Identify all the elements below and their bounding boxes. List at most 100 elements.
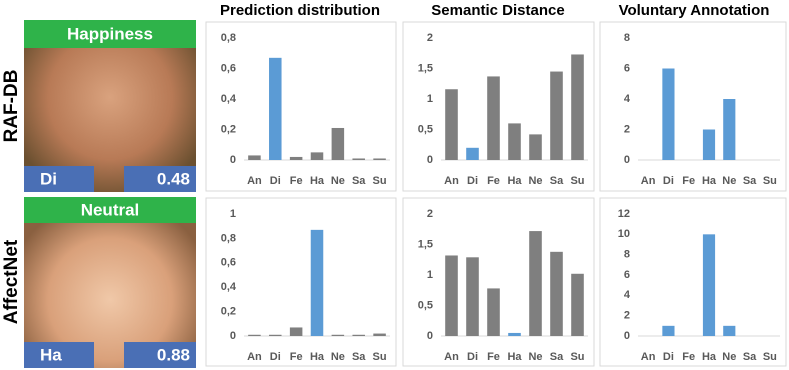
x-tick-label: Ne	[528, 351, 542, 363]
score-box	[124, 166, 196, 192]
bar	[508, 123, 521, 160]
x-tick-label: Ha	[310, 175, 325, 187]
bar	[550, 251, 563, 336]
bar	[248, 155, 261, 160]
x-tick-label: Ne	[722, 351, 736, 363]
bar	[529, 231, 542, 336]
bar	[702, 129, 716, 160]
x-tick-label: Fe	[290, 175, 303, 187]
x-tick-label: Fe	[487, 175, 500, 187]
bar	[269, 57, 282, 161]
y-tick-label: 1,5	[418, 62, 433, 74]
predicted-label: Ha	[40, 345, 62, 364]
y-tick-label: 2	[427, 208, 433, 220]
chart-frame	[205, 21, 397, 192]
score-box	[124, 342, 196, 368]
bar	[702, 234, 716, 336]
bar	[723, 325, 736, 336]
x-tick-label: Sa	[743, 175, 757, 187]
x-tick-label: Ne	[331, 351, 345, 363]
face-image	[24, 197, 196, 368]
x-tick-label: Sa	[743, 351, 757, 363]
prediction-box	[24, 342, 94, 368]
y-tick-label: 0,5	[418, 123, 433, 135]
y-tick-label: 0,2	[221, 123, 236, 135]
x-tick-label: Ha	[507, 175, 522, 187]
bar	[289, 327, 303, 336]
y-tick-label: 0,5	[418, 299, 433, 311]
bar	[352, 158, 365, 160]
y-tick-label: 10	[618, 228, 630, 240]
y-tick-label: 8	[624, 32, 630, 44]
y-tick-label: 0	[624, 154, 630, 166]
bar	[571, 54, 584, 160]
emotion-label: Happiness	[67, 24, 153, 43]
emotion-label: Neutral	[81, 200, 140, 219]
x-tick-label: Di	[467, 351, 478, 363]
bar	[466, 147, 479, 160]
x-tick-label: Ne	[331, 175, 345, 187]
y-tick-label: 0,2	[221, 306, 236, 318]
x-tick-label: Ha	[310, 351, 325, 363]
emotion-banner	[24, 197, 196, 223]
x-tick-label: Sa	[352, 351, 366, 363]
y-tick-label: 0,6	[221, 62, 236, 74]
bar	[662, 325, 675, 336]
bar	[723, 99, 736, 160]
y-tick-label: 1,5	[418, 238, 433, 250]
y-tick-label: 0,8	[221, 232, 236, 244]
x-tick-label: Su	[373, 351, 387, 363]
emotion-banner	[24, 20, 196, 48]
y-tick-label: 0,8	[221, 32, 236, 44]
bar	[269, 334, 282, 336]
x-tick-label: Su	[763, 351, 777, 363]
chart-frame	[205, 197, 397, 367]
y-tick-label: 0	[230, 154, 236, 166]
x-tick-label: Fe	[290, 351, 303, 363]
y-tick-label: 1	[427, 93, 433, 105]
x-tick-label: Ne	[722, 175, 736, 187]
column-title: Prediction distribution	[220, 2, 380, 19]
y-tick-label: 8	[624, 249, 630, 261]
x-tick-label: Ha	[507, 351, 522, 363]
y-tick-label: 0	[427, 154, 433, 166]
bar	[331, 127, 345, 160]
bar	[508, 332, 521, 336]
y-tick-label: 2	[624, 310, 630, 322]
x-tick-label: An	[641, 175, 656, 187]
y-tick-label: 12	[618, 208, 630, 220]
x-tick-label: Fe	[682, 351, 695, 363]
face-image	[24, 20, 196, 192]
x-tick-label: Di	[663, 351, 674, 363]
x-tick-label: Di	[467, 175, 478, 187]
x-tick-label: Sa	[550, 175, 564, 187]
column-title: Semantic Distance	[431, 2, 564, 19]
x-tick-label: Su	[373, 175, 387, 187]
bar	[352, 334, 365, 336]
x-tick-label: An	[444, 175, 459, 187]
x-tick-label: Di	[270, 175, 281, 187]
bar	[487, 288, 500, 336]
x-tick-label: Fe	[682, 175, 695, 187]
x-tick-label: Su	[763, 175, 777, 187]
dataset-label: RAF-DB	[1, 70, 22, 143]
x-tick-label: Su	[570, 175, 584, 187]
y-tick-label: 2	[427, 32, 433, 44]
x-tick-label: Di	[270, 351, 281, 363]
chart-frame	[599, 197, 787, 367]
bar	[373, 333, 386, 336]
bar	[310, 229, 324, 336]
bar	[310, 152, 324, 160]
chart-frame	[599, 21, 787, 192]
bar	[373, 158, 386, 160]
score-label: 0.88	[157, 345, 190, 364]
x-tick-label: Sa	[550, 351, 564, 363]
bar	[529, 134, 542, 160]
x-tick-label: Di	[663, 175, 674, 187]
y-tick-label: 4	[624, 93, 631, 105]
y-tick-label: 1	[427, 269, 433, 281]
y-tick-label: 0	[230, 330, 236, 342]
y-tick-label: 1	[230, 208, 236, 220]
bar	[662, 68, 675, 160]
